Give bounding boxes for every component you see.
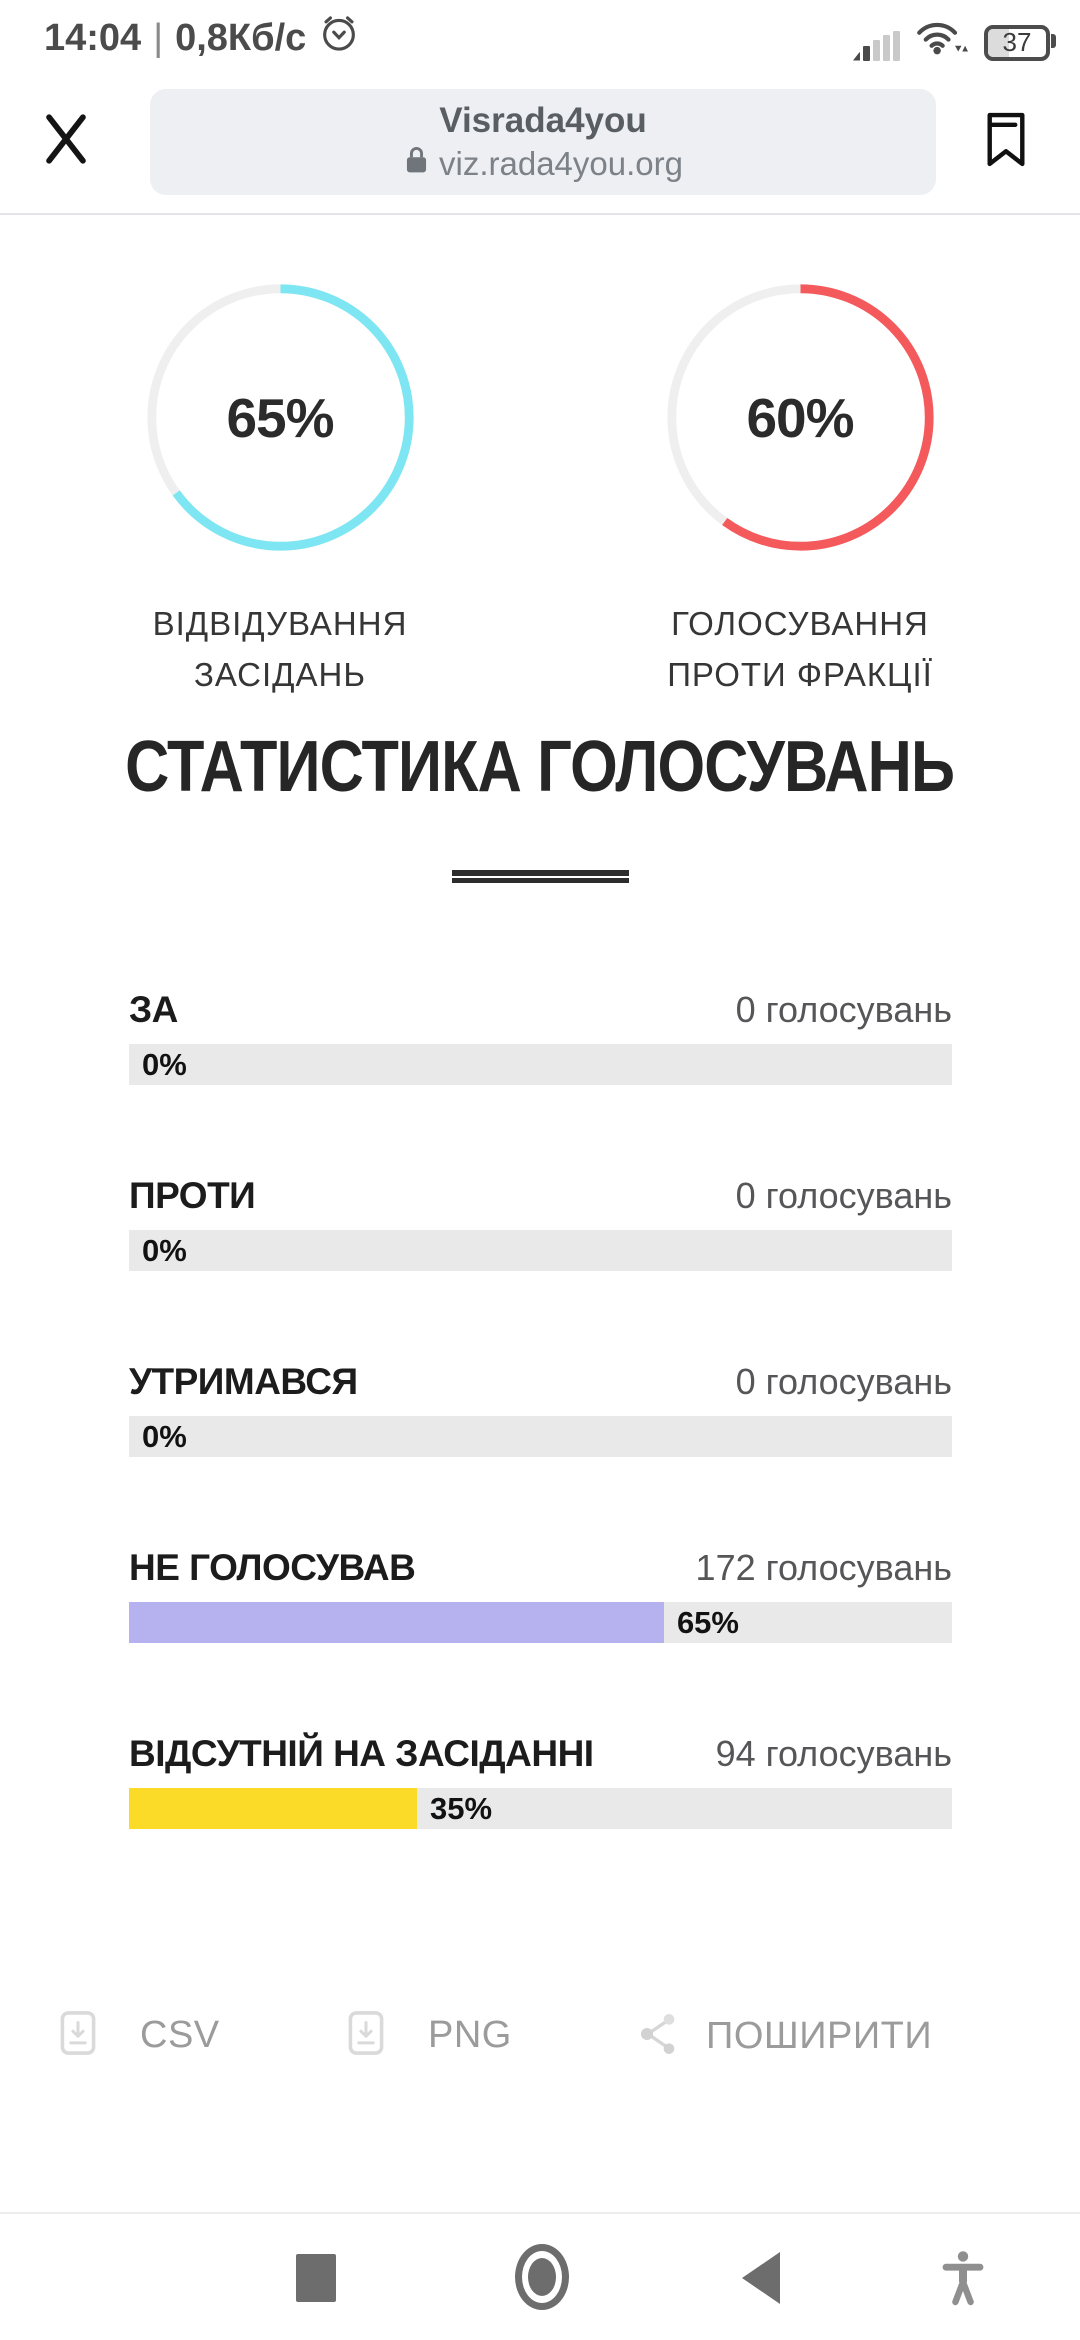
battery-fill: [988, 28, 1010, 57]
stat-row-vidsutnii: ВІДСУТНІЙ НА ЗАСІДАННІ 94 голосувань 35%: [129, 1733, 952, 1829]
android-nav-bar: [0, 2212, 1080, 2340]
share-icon: [636, 2010, 680, 2063]
stat-bar-track: 0%: [129, 1416, 952, 1457]
close-button[interactable]: [36, 112, 96, 172]
donut-arc: [146, 284, 414, 551]
png-label: PNG: [428, 2014, 512, 2056]
stat-bar-percent: 0%: [142, 1418, 187, 1454]
stat-bar-track: 0%: [129, 1044, 952, 1085]
stat-bar-track: 35%: [129, 1788, 952, 1829]
download-icon: [348, 2010, 384, 2061]
export-actions: CSV PNG ПОШИРИТИ: [0, 2010, 1080, 2080]
url-text: viz.rada4you.org: [439, 144, 683, 182]
stat-count: 172 голосувань: [695, 1547, 952, 1588]
url-bar[interactable]: Visrada4you viz.rada4you.org: [150, 88, 936, 195]
alarm-icon: [318, 12, 360, 64]
accessibility-button[interactable]: [939, 2250, 987, 2311]
network-speed-text: 0,8Кб/с: [175, 16, 307, 59]
stat-bar-fill: [129, 1788, 418, 1829]
stat-bar-percent: 65%: [676, 1604, 739, 1640]
lock-icon: [403, 145, 430, 183]
cellular-signal-icon: [853, 30, 900, 61]
share-label: ПОШИРИТИ: [706, 2015, 933, 2057]
stat-count: 0 голосувань: [735, 989, 952, 1030]
stat-label: ВІДСУТНІЙ НА ЗАСІДАННІ: [129, 1733, 594, 1774]
section-title: СТАТИСТИКА ГОЛОСУВАНЬ: [125, 727, 956, 807]
status-left: 14:04 | 0,8Кб/с: [44, 12, 360, 64]
donut-ring: 65%: [144, 281, 417, 554]
stat-bar-percent: 0%: [142, 1046, 187, 1082]
stat-label: ЗА: [129, 989, 178, 1030]
donut-chart-attendance: 65% ВІДВІДУВАННЯ ЗАСІДАНЬ: [20, 281, 540, 700]
donut-percent-value: 60%: [746, 386, 854, 449]
donut-charts-row: 65% ВІДВІДУВАННЯ ЗАСІДАНЬ 60% ГОЛОСУВАНН…: [0, 215, 1080, 700]
voting-stats-list: ЗА 0 голосувань 0% ПРОТИ 0 голосувань 0%…: [129, 989, 952, 1829]
browser-header: Visrada4you viz.rada4you.org: [0, 70, 1080, 215]
section-divider: [451, 870, 629, 883]
bookmark-icon: [983, 106, 1029, 177]
download-png-button[interactable]: PNG: [348, 2010, 512, 2061]
stat-label: ПРОТИ: [129, 1175, 256, 1216]
stat-row-proty: ПРОТИ 0 голосувань 0%: [129, 1175, 952, 1271]
csv-label: CSV: [140, 2014, 220, 2056]
donut-label: ВІДВІДУВАННЯ ЗАСІДАНЬ: [152, 605, 408, 693]
donut-ring: 60%: [664, 281, 937, 554]
stat-row-za: ЗА 0 голосувань 0%: [129, 989, 952, 1085]
battery-icon: 37: [984, 24, 1056, 61]
status-separator: |: [153, 16, 164, 59]
wifi-icon: [916, 16, 968, 61]
stat-count: 0 голосувань: [735, 1361, 952, 1402]
home-button[interactable]: [515, 2244, 569, 2310]
stat-bar-fill: [129, 1602, 664, 1643]
download-icon: [60, 2010, 96, 2061]
bookmark-button[interactable]: [980, 106, 1032, 177]
donut-percent-value: 65%: [226, 386, 334, 449]
donut-label: ГОЛОСУВАННЯ ПРОТИ ФРАКЦІЇ: [667, 605, 933, 693]
home-icon: [528, 2258, 556, 2296]
status-bar: 14:04 | 0,8Кб/с: [0, 0, 1080, 70]
download-csv-button[interactable]: CSV: [60, 2010, 220, 2061]
clock-text: 14:04: [44, 16, 142, 59]
stat-count: 0 голосувань: [735, 1175, 952, 1216]
stat-count: 94 голосувань: [715, 1733, 952, 1774]
battery-percent-text: 37: [1002, 27, 1032, 57]
status-right: 37: [853, 16, 1056, 61]
stat-label: УТРИМАВСЯ: [129, 1361, 358, 1402]
recents-button[interactable]: [296, 2254, 336, 2302]
close-icon: [37, 110, 95, 173]
donut-chart-votes-against-faction: 60% ГОЛОСУВАННЯ ПРОТИ ФРАКЦІЇ: [540, 281, 1060, 700]
donut-arc: [666, 284, 934, 551]
page-title: Visrada4you: [439, 100, 647, 140]
share-button[interactable]: ПОШИРИТИ: [636, 2010, 932, 2063]
back-button[interactable]: [742, 2252, 780, 2304]
stat-row-ne-holosuvav: НЕ ГОЛОСУВАВ 172 голосувань 65%: [129, 1547, 952, 1643]
stat-row-utrymavsia: УТРИМАВСЯ 0 голосувань 0%: [129, 1361, 952, 1457]
stat-bar-percent: 0%: [142, 1232, 187, 1268]
stat-bar-track: 0%: [129, 1230, 952, 1271]
stat-bar-track: 65%: [129, 1602, 952, 1643]
traffic-arrows-icon: [955, 45, 968, 51]
stat-label: НЕ ГОЛОСУВАВ: [129, 1547, 416, 1588]
stat-bar-percent: 35%: [430, 1790, 493, 1826]
